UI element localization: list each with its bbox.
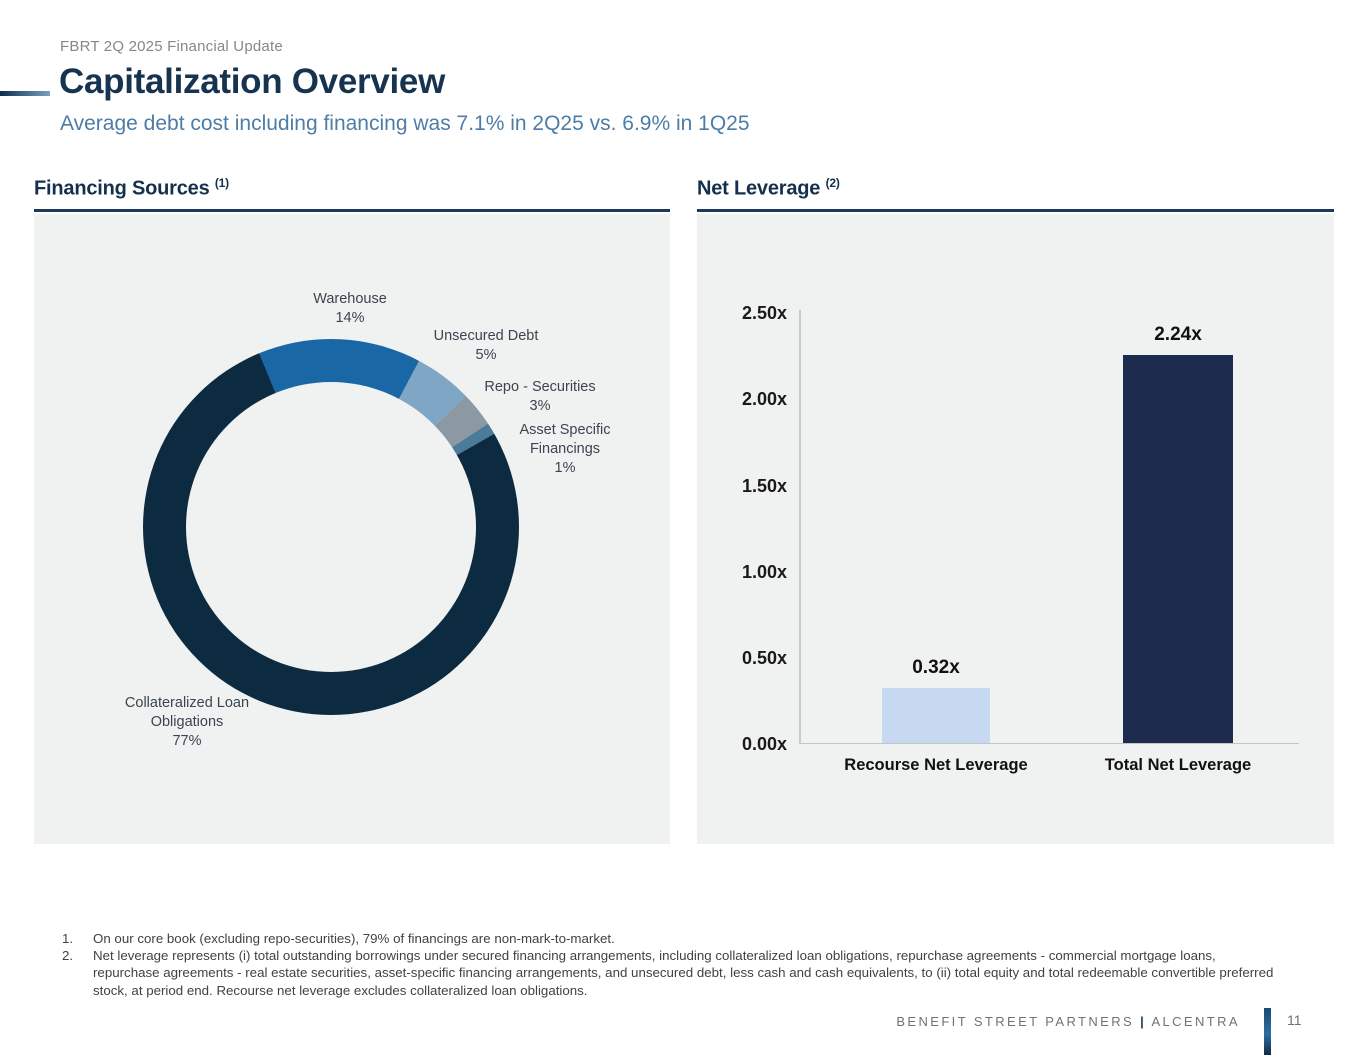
y-tick: 1.50x: [741, 475, 787, 496]
x-category-total: Total Net Leverage: [1104, 755, 1252, 774]
page-subtitle: Average debt cost including financing wa…: [60, 112, 750, 135]
financing-sources-donut-chart: [143, 338, 519, 715]
bar-total-net-leverage: [1123, 354, 1233, 743]
net-leverage-heading-text: Net Leverage: [697, 177, 821, 200]
donut-label-asset-specific: Asset Specific Financings 1%: [519, 421, 611, 476]
deck-eyebrow: FBRT 2Q 2025 Financial Update: [60, 38, 283, 55]
footnote-number: 2.: [62, 948, 74, 964]
donut-label-unsecured-debt: Unsecured Debt 5%: [433, 327, 539, 363]
net-leverage-heading: Net Leverage (2): [697, 176, 1334, 201]
y-axis-line: [799, 309, 801, 743]
bar-group-recourse: 0.32x: [882, 657, 990, 743]
y-tick: 1.00x: [741, 561, 787, 582]
donut-hole: [186, 381, 476, 672]
donut-label-warehouse: Warehouse 14%: [313, 290, 387, 326]
bar-value-recourse: 0.32x: [912, 656, 960, 678]
financing-sources-chart-panel: Warehouse 14% Unsecured Debt 5% Repo - S…: [34, 213, 670, 844]
x-category-recourse: Recourse Net Leverage: [844, 755, 1028, 774]
y-tick: 2.00x: [741, 388, 787, 409]
page-number-accent-bar: [1264, 1008, 1271, 1055]
y-tick: 0.00x: [741, 733, 787, 754]
bar-group-total: 2.24x: [1123, 324, 1233, 743]
title-accent-dash: [0, 91, 50, 96]
y-tick: 2.50x: [741, 302, 787, 323]
y-tick: 0.50x: [741, 647, 787, 668]
footnote-number: 1.: [62, 931, 74, 946]
page-title: Capitalization Overview: [59, 62, 445, 101]
footer-brand-separator: |: [1140, 1014, 1147, 1029]
financing-sources-footnote-ref: (1): [214, 176, 229, 190]
net-leverage-chart-panel: 2.50x 2.00x 1.50x 1.00x 0.50x 0.00x 0.32…: [697, 213, 1334, 844]
footnote-2: 2. Net leverage represents (i) total out…: [62, 947, 1307, 999]
heading-rule: [697, 208, 1334, 212]
page-number: 11: [1287, 1012, 1302, 1028]
financing-sources-section: Financing Sources (1) Warehouse 14% Unse…: [34, 176, 670, 844]
bar-recourse-net-leverage: [882, 687, 990, 743]
x-axis-line: [799, 742, 1299, 744]
footnotes: 1. On our core book (excluding repo-secu…: [62, 930, 1307, 999]
financing-sources-heading-text: Financing Sources: [34, 177, 210, 200]
financing-sources-heading: Financing Sources (1): [34, 176, 670, 201]
footer-brand-right: ALCENTRA: [1151, 1014, 1240, 1029]
bar-value-total: 2.24x: [1154, 323, 1202, 345]
net-leverage-section: Net Leverage (2) 2.50x 2.00x 1.50x 1.00x…: [697, 176, 1334, 844]
donut-label-clo: Collateralized Loan Obligations 77%: [124, 694, 250, 749]
footnote-text: On our core book (excluding repo-securit…: [93, 931, 615, 946]
footer-brand-left: BENEFIT STREET PARTNERS: [896, 1014, 1135, 1029]
donut-label-repo-securities: Repo - Securities 3%: [484, 378, 596, 414]
footnote-1: 1. On our core book (excluding repo-secu…: [62, 930, 1307, 947]
footer-brand: BENEFIT STREET PARTNERS | ALCENTRA: [896, 1014, 1240, 1029]
heading-rule: [34, 208, 670, 212]
net-leverage-footnote-ref: (2): [825, 176, 840, 190]
footnote-text: Net leverage represents (i) total outsta…: [93, 948, 1274, 998]
